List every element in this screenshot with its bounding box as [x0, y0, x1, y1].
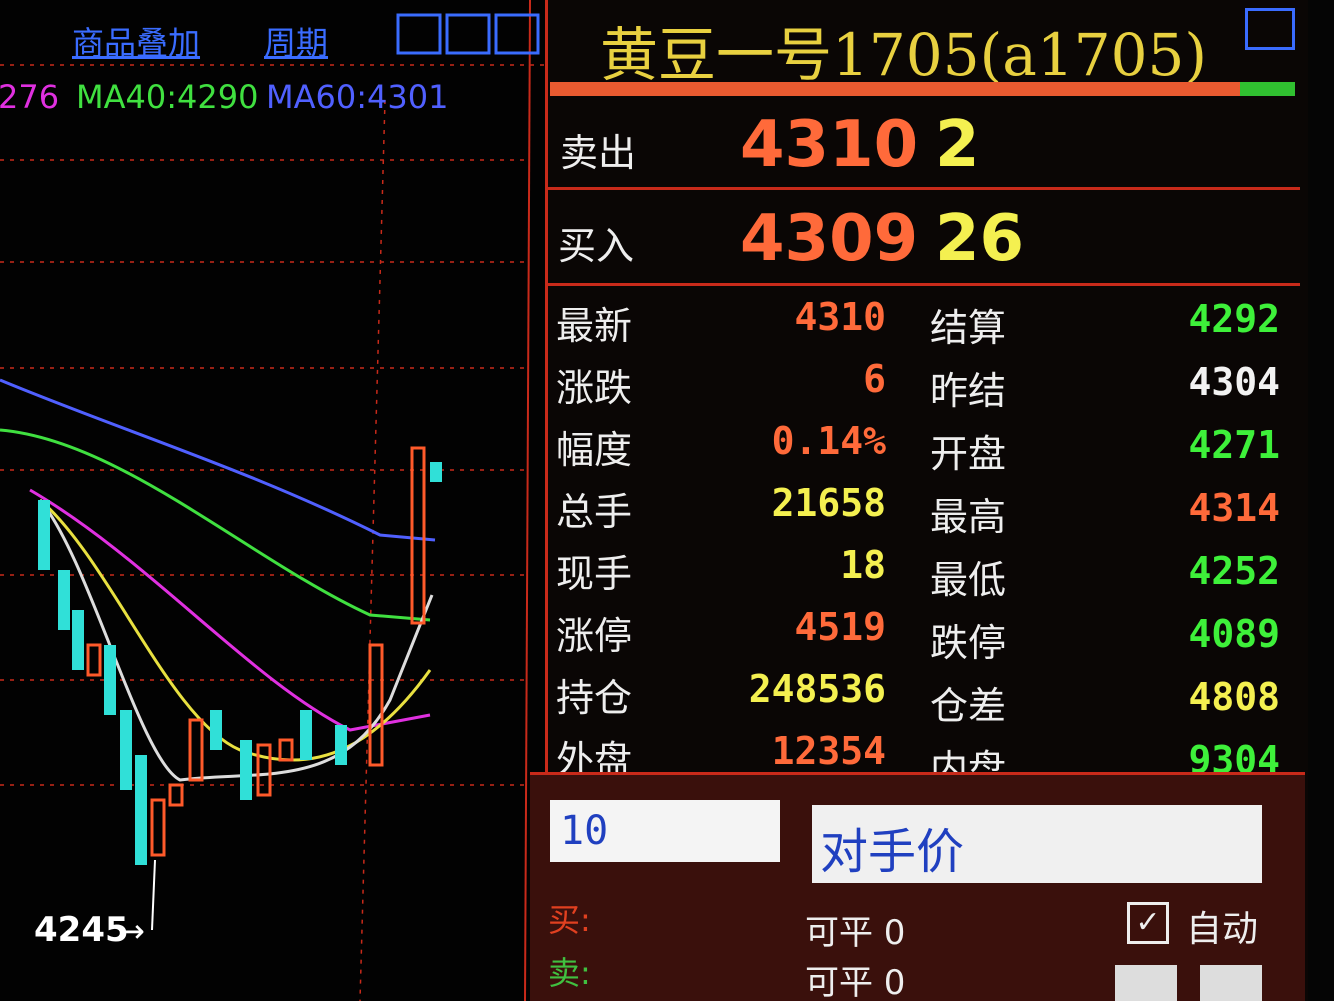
button[interactable]	[1115, 965, 1177, 1001]
stat-value: 248536	[748, 667, 886, 711]
nav-buttons[interactable]	[395, 12, 545, 56]
stat-value: 4271	[1188, 423, 1280, 467]
stat-value: 6	[863, 357, 886, 401]
stat-value: 21658	[771, 481, 886, 525]
low-label: 4245	[34, 910, 129, 950]
stat-value: 18	[840, 543, 886, 587]
stat-value: 4310	[794, 295, 886, 339]
auto-checkbox[interactable]: ✓	[1127, 902, 1169, 944]
buy-label: 买入	[558, 224, 635, 268]
stat-label: 现手	[556, 552, 633, 596]
stat-value: 4292	[1188, 297, 1280, 341]
stat-label: 总手	[556, 490, 633, 534]
sell-label: 卖出	[560, 131, 637, 175]
stat-label: 最低	[930, 558, 1007, 602]
stat-value: 4314	[1188, 486, 1280, 530]
buy-closable: 可平 0	[805, 913, 906, 953]
auto-label: 自动	[1186, 909, 1259, 950]
ma-label: MA40:4290	[76, 78, 259, 116]
stat-value: 4089	[1188, 612, 1280, 656]
buy-side-label: 买:	[548, 901, 591, 939]
contract-title: 黄豆一号1705(a1705)	[600, 21, 1208, 89]
stat-label: 涨跌	[556, 366, 633, 410]
stat-label: 昨结	[930, 369, 1007, 413]
button[interactable]	[1200, 965, 1262, 1001]
stat-label: 最新	[556, 304, 633, 348]
stat-label: 跌停	[930, 621, 1007, 665]
stat-label: 结算	[930, 306, 1007, 350]
sell-side-label: 卖:	[548, 954, 591, 992]
kline-chart	[0, 0, 545, 1001]
stat-label: 最高	[930, 495, 1007, 539]
quantity-value: 10	[560, 808, 609, 854]
stat-label: 幅度	[556, 428, 633, 472]
stat-value: 4519	[794, 605, 886, 649]
window-button[interactable]	[1245, 8, 1295, 50]
sell-volume: 2	[935, 108, 980, 182]
stat-value: 0.14%	[771, 419, 886, 463]
divider	[545, 283, 1300, 286]
overlay-button[interactable]: 商品叠加	[72, 24, 201, 62]
ma-label: 276	[0, 78, 60, 116]
stat-value: 4304	[1188, 360, 1280, 404]
sell-price: 4310	[740, 108, 919, 182]
stat-value: 12354	[771, 729, 886, 773]
low-arrow: →	[118, 912, 145, 950]
quantity-input[interactable]	[550, 800, 780, 862]
stat-label: 涨停	[556, 614, 633, 658]
progress-bar	[1240, 82, 1295, 96]
ma-label: MA60:4301	[266, 78, 449, 116]
sell-closable: 可平 0	[805, 963, 906, 1001]
stat-value: 4252	[1188, 549, 1280, 593]
buy-price: 4309	[740, 202, 919, 276]
period-button[interactable]: 周期	[264, 24, 329, 62]
stat-label: 持仓	[556, 676, 633, 720]
divider	[545, 187, 1300, 190]
stat-value: 4808	[1188, 675, 1280, 719]
price-type-value: 对手价	[820, 824, 965, 880]
stat-label: 仓差	[930, 684, 1007, 728]
progress-bar	[550, 82, 1240, 96]
buy-volume: 26	[935, 202, 1025, 276]
stat-label: 开盘	[930, 432, 1007, 476]
price-type-select[interactable]	[812, 805, 1262, 883]
